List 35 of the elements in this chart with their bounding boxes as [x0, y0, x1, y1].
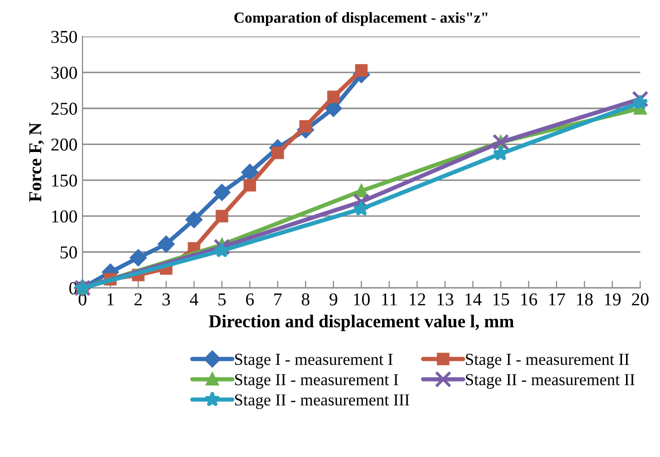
x-tick-label: 12 — [410, 293, 426, 306]
x-tick-label: 15 — [493, 293, 510, 306]
chart-title: Comparation of displacement - axis"z" — [234, 12, 488, 26]
x-tick-label: 4 — [190, 293, 198, 306]
y-tick-label: 300 — [51, 66, 77, 79]
x-tick-label: 18 — [576, 293, 593, 306]
legend-label: Stage II - measurement I — [235, 374, 398, 389]
x-tick-label: 3 — [162, 293, 170, 306]
legend-label: Stage II - measurement II — [466, 374, 635, 389]
legend-label: Stage I - measurement I — [235, 354, 393, 368]
x-tick-label: 13 — [438, 293, 454, 306]
x-tick-label: 11 — [382, 293, 397, 306]
x-tick-label: 14 — [465, 293, 482, 306]
x-tick-label: 5 — [218, 293, 226, 306]
x-tick-label: 20 — [632, 293, 649, 306]
y-tick-label: 100 — [52, 210, 77, 223]
x-tick-label: 7 — [274, 293, 282, 306]
x-tick-label: 6 — [246, 293, 254, 306]
legend-label: Stage I - measurement II — [466, 354, 629, 368]
x-tick-label: 16 — [521, 293, 538, 306]
y-axis-title: Force F, N — [29, 122, 44, 202]
y-tick-label: 50 — [60, 246, 77, 258]
x-tick-label: 2 — [134, 293, 142, 306]
x-tick-label: 9 — [330, 293, 338, 306]
x-tick-label: 17 — [549, 293, 566, 306]
x-axis-title: Direction and displacement value l, mm — [208, 314, 514, 332]
y-tick-label: 200 — [51, 138, 77, 151]
y-tick-label: 150 — [52, 174, 77, 187]
y-tick-label: 350 — [51, 30, 77, 43]
y-tick-label: 250 — [51, 102, 77, 115]
x-tick-label: 10 — [354, 293, 370, 306]
legend-label: Stage II - measurement III — [235, 394, 410, 409]
x-tick-label: 1 — [107, 293, 114, 306]
x-tick-label: 8 — [302, 293, 310, 306]
x-tick-label: 19 — [604, 293, 621, 306]
